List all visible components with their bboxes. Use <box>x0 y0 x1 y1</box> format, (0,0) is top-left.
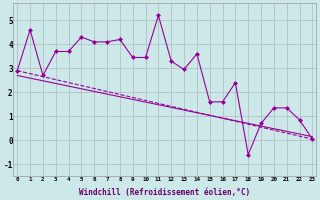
X-axis label: Windchill (Refroidissement éolien,°C): Windchill (Refroidissement éolien,°C) <box>79 188 250 197</box>
